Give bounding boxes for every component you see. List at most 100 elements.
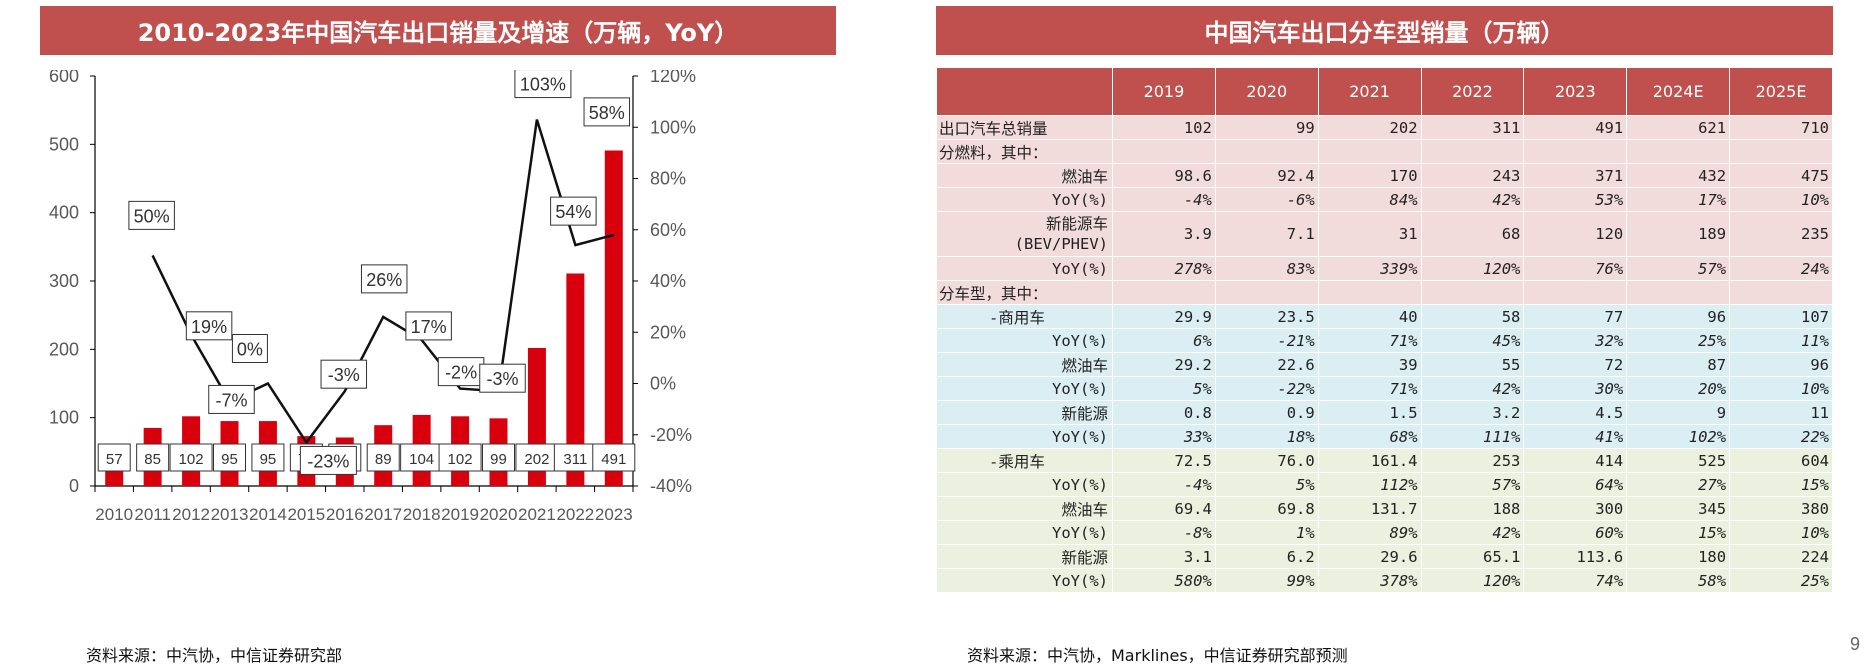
table-cell: 475 bbox=[1729, 163, 1833, 188]
table-cell: 33% bbox=[1112, 424, 1216, 449]
table-cell: 113.6 bbox=[1523, 544, 1628, 569]
table-cell: 98.6 bbox=[1112, 163, 1216, 188]
table-cell: 65.1 bbox=[1420, 544, 1525, 569]
table-cell: 235 bbox=[1729, 211, 1833, 257]
table-cell: 29.9 bbox=[1112, 304, 1216, 329]
bar bbox=[566, 273, 585, 486]
header-2021: 2021 bbox=[1317, 67, 1422, 116]
table-row: 燃油车 69.4 69.8 131.7 188 300 345 380 bbox=[936, 496, 1833, 521]
table-cell: 68% bbox=[1317, 424, 1422, 449]
bar-value-label: 95 bbox=[260, 451, 277, 468]
table-cell: -22% bbox=[1214, 376, 1319, 401]
table-cell: 188 bbox=[1420, 496, 1525, 521]
table-cell: 77 bbox=[1523, 304, 1628, 329]
table-cell: 345 bbox=[1626, 496, 1731, 521]
table-cell: 6.2 bbox=[1214, 544, 1319, 569]
row-label: 燃油车 bbox=[936, 496, 1113, 521]
row-label: YoY(%) bbox=[936, 568, 1113, 593]
table-cell: 491 bbox=[1523, 115, 1628, 140]
bar-value-box bbox=[251, 443, 285, 472]
table-cell: 189 bbox=[1626, 211, 1731, 257]
table-cell: 92.4 bbox=[1214, 163, 1319, 188]
table-cell: 71% bbox=[1317, 328, 1422, 353]
right-source-note: 资料来源：中汽协，Marklines，中信证券研究部预测 bbox=[967, 646, 1348, 665]
table-row: 分燃料，其中： bbox=[936, 139, 1833, 164]
bar-value-box bbox=[366, 443, 400, 472]
table-cell: 96 bbox=[1729, 352, 1833, 377]
export-sales-chart: 0 100 200 300 400 500 600 -40% -20% 0% 20% 40% 60% 80… bbox=[49, 70, 696, 524]
bar-value-label: 311 bbox=[563, 451, 587, 468]
table-cell: 120% bbox=[1420, 568, 1525, 593]
bar-value-label: 57 bbox=[106, 451, 123, 468]
row-label: YoY(%) bbox=[936, 520, 1113, 545]
table-cell bbox=[1523, 280, 1628, 305]
row-label: YoY(%) bbox=[936, 424, 1113, 449]
left-tick-label: 300 bbox=[49, 271, 79, 291]
table-cell: 18% bbox=[1214, 424, 1319, 449]
table-cell: 71% bbox=[1317, 376, 1422, 401]
table-cell: 96 bbox=[1626, 304, 1731, 329]
yoy-value-label: -7% bbox=[215, 390, 247, 410]
table-cell: 6% bbox=[1112, 328, 1216, 353]
table-cell: 243 bbox=[1420, 163, 1525, 188]
left-tick-label: 600 bbox=[49, 70, 79, 86]
x-tick-label: 2022 bbox=[556, 505, 594, 524]
table-cell: 22.6 bbox=[1214, 352, 1319, 377]
right-tick-label: 100% bbox=[650, 117, 696, 137]
bar-value-box bbox=[169, 443, 213, 472]
bar-value-box bbox=[136, 443, 170, 472]
table-cell: 22% bbox=[1729, 424, 1833, 449]
table-row: 新能源车 (BEV/PHEV) 3.9 7.1 31 68 120 189 235 bbox=[936, 211, 1833, 257]
table-cell: 131.7 bbox=[1317, 496, 1422, 521]
x-tick-label: 2020 bbox=[480, 505, 518, 524]
table-cell: 111% bbox=[1420, 424, 1525, 449]
table-cell bbox=[1214, 280, 1319, 305]
table-row: YoY(%) -8% 1% 89% 42% 60% 15% 10% bbox=[936, 520, 1833, 545]
yoy-value-label: 103% bbox=[520, 75, 566, 95]
table-cell: 57% bbox=[1420, 472, 1525, 497]
bar-value-box bbox=[482, 443, 515, 472]
table-cell: 1.5 bbox=[1317, 400, 1422, 425]
table-cell: 89% bbox=[1317, 520, 1422, 545]
table-cell: 68 bbox=[1420, 211, 1525, 257]
table-cell: 76.0 bbox=[1214, 448, 1319, 473]
table-cell: 107 bbox=[1729, 304, 1833, 329]
table-cell: 45% bbox=[1420, 328, 1525, 353]
bar-value-box bbox=[515, 443, 559, 472]
yoy-value-label: -3% bbox=[328, 365, 360, 385]
x-tick-label: 2015 bbox=[287, 505, 325, 524]
table-header-row: 2019 2020 2021 2022 2023 2024E 2025E bbox=[936, 67, 1833, 116]
table-cell: 87 bbox=[1626, 352, 1731, 377]
right-tick-label: 120% bbox=[650, 70, 696, 86]
bar-value-box bbox=[97, 443, 131, 472]
yoy-value-box bbox=[514, 70, 572, 99]
table-row: 出口汽车总销量 102 99 202 311 491 621 710 bbox=[936, 115, 1833, 140]
table-cell: 99% bbox=[1214, 568, 1319, 593]
x-tick-label: 2018 bbox=[403, 505, 441, 524]
right-table-title: 中国汽车出口分车型销量（万辆） bbox=[936, 6, 1833, 55]
table-cell: 76% bbox=[1523, 256, 1628, 281]
table-cell: 710 bbox=[1729, 115, 1833, 140]
x-tick-label: 2016 bbox=[326, 505, 364, 524]
table-row: 燃油车 29.2 22.6 39 55 72 87 96 bbox=[936, 352, 1833, 377]
bar-value-label: 102 bbox=[179, 451, 204, 468]
yoy-value-box bbox=[405, 311, 452, 341]
yoy-value-label: 17% bbox=[411, 317, 447, 337]
yoy-value-label: 0% bbox=[237, 340, 263, 360]
table-cell: 604 bbox=[1729, 448, 1833, 473]
yoy-value-box bbox=[360, 264, 408, 294]
table-row: YoY(%) -4% -6% 84% 42% 53% 17% 10% bbox=[936, 187, 1833, 212]
table-cell: 20% bbox=[1626, 376, 1731, 401]
table-cell: 224 bbox=[1729, 544, 1833, 569]
table-cell: 112% bbox=[1317, 472, 1422, 497]
table-cell: 27% bbox=[1626, 472, 1731, 497]
table-cell: 170 bbox=[1317, 163, 1422, 188]
table-cell: 278% bbox=[1112, 256, 1216, 281]
table-cell: 10% bbox=[1729, 187, 1833, 212]
x-tick-label: 2019 bbox=[441, 505, 479, 524]
table-cell bbox=[1112, 139, 1216, 164]
table-row: YoY(%) 5% -22% 71% 42% 30% 20% 10% bbox=[936, 376, 1833, 401]
x-tick-label: 2011 bbox=[134, 505, 171, 524]
table-row: YoY(%) 278% 83% 339% 120% 76% 57% 24% bbox=[936, 256, 1833, 281]
table-cell: 161.4 bbox=[1317, 448, 1422, 473]
